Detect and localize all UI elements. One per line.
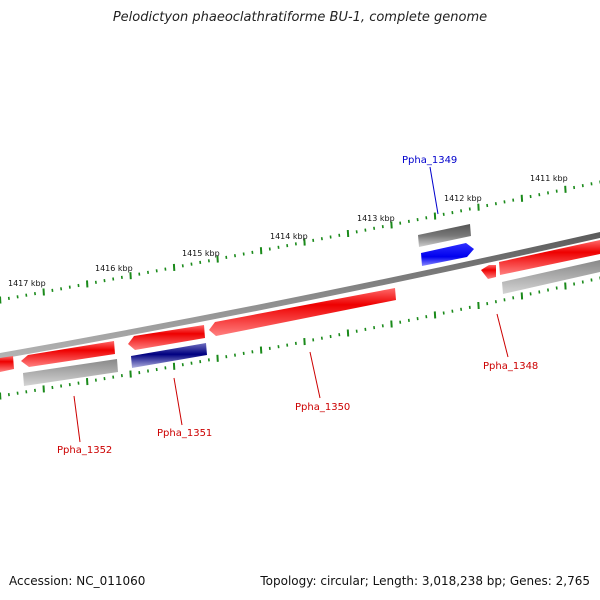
- accession-text: Accession: NC_011060: [9, 574, 146, 588]
- gene-label-ppha-1348[interactable]: Ppha_1348: [483, 361, 538, 372]
- leader-ppha-1351: [173, 377, 183, 426]
- gene-ppha-1349-arrow[interactable]: [421, 243, 474, 266]
- leader-ppha-1352: [73, 395, 81, 443]
- gene-ppha-1352-gray-track: [23, 359, 118, 386]
- outer-tick-track: [0, 180, 600, 304]
- gene-ppha-1352-red-arrow[interactable]: [21, 341, 115, 367]
- gene-ppha-1351-navy-track[interactable]: [131, 343, 207, 368]
- topology-summary: Topology: circular; Length: 3,018,238 bp…: [260, 574, 590, 588]
- gene-label-ppha-1351[interactable]: Ppha_1351: [157, 428, 212, 439]
- tick-label-1415: 1415 kbp: [182, 249, 220, 258]
- gene-ppha-1348-gray-track: [502, 260, 600, 294]
- gene-label-ppha-1350[interactable]: Ppha_1350: [295, 402, 350, 413]
- tick-label-1416: 1416 kbp: [95, 264, 133, 273]
- gene-left-edge-arrow[interactable]: [0, 356, 14, 372]
- gene-ppha-1350-arrow[interactable]: [209, 288, 396, 336]
- tick-label-1414: 1414 kbp: [270, 232, 308, 241]
- gene-ppha-1349-gray-track: [418, 224, 471, 247]
- tick-label-1417: 1417 kbp: [8, 279, 46, 288]
- leader-ppha-1348: [496, 313, 509, 358]
- gene-label-ppha-1349[interactable]: Ppha_1349: [402, 155, 457, 166]
- inner-tick-track: [0, 276, 600, 400]
- gene-small-arrow[interactable]: [481, 265, 496, 279]
- tick-label-1411: 1411 kbp: [530, 174, 568, 183]
- map-title: Pelodictyon phaeoclathratiforme BU-1, co…: [112, 10, 488, 25]
- leader-ppha-1349: [429, 166, 439, 215]
- genome-backbone: [0, 232, 600, 359]
- gene-label-ppha-1352[interactable]: Ppha_1352: [57, 445, 112, 456]
- gene-ppha-1351-red-arrow[interactable]: [128, 325, 205, 350]
- tick-label-1413: 1413 kbp: [357, 214, 395, 223]
- leader-ppha-1350: [309, 351, 321, 399]
- tick-label-1412: 1412 kbp: [444, 194, 482, 203]
- gene-ppha-1348-arrow[interactable]: [499, 240, 600, 275]
